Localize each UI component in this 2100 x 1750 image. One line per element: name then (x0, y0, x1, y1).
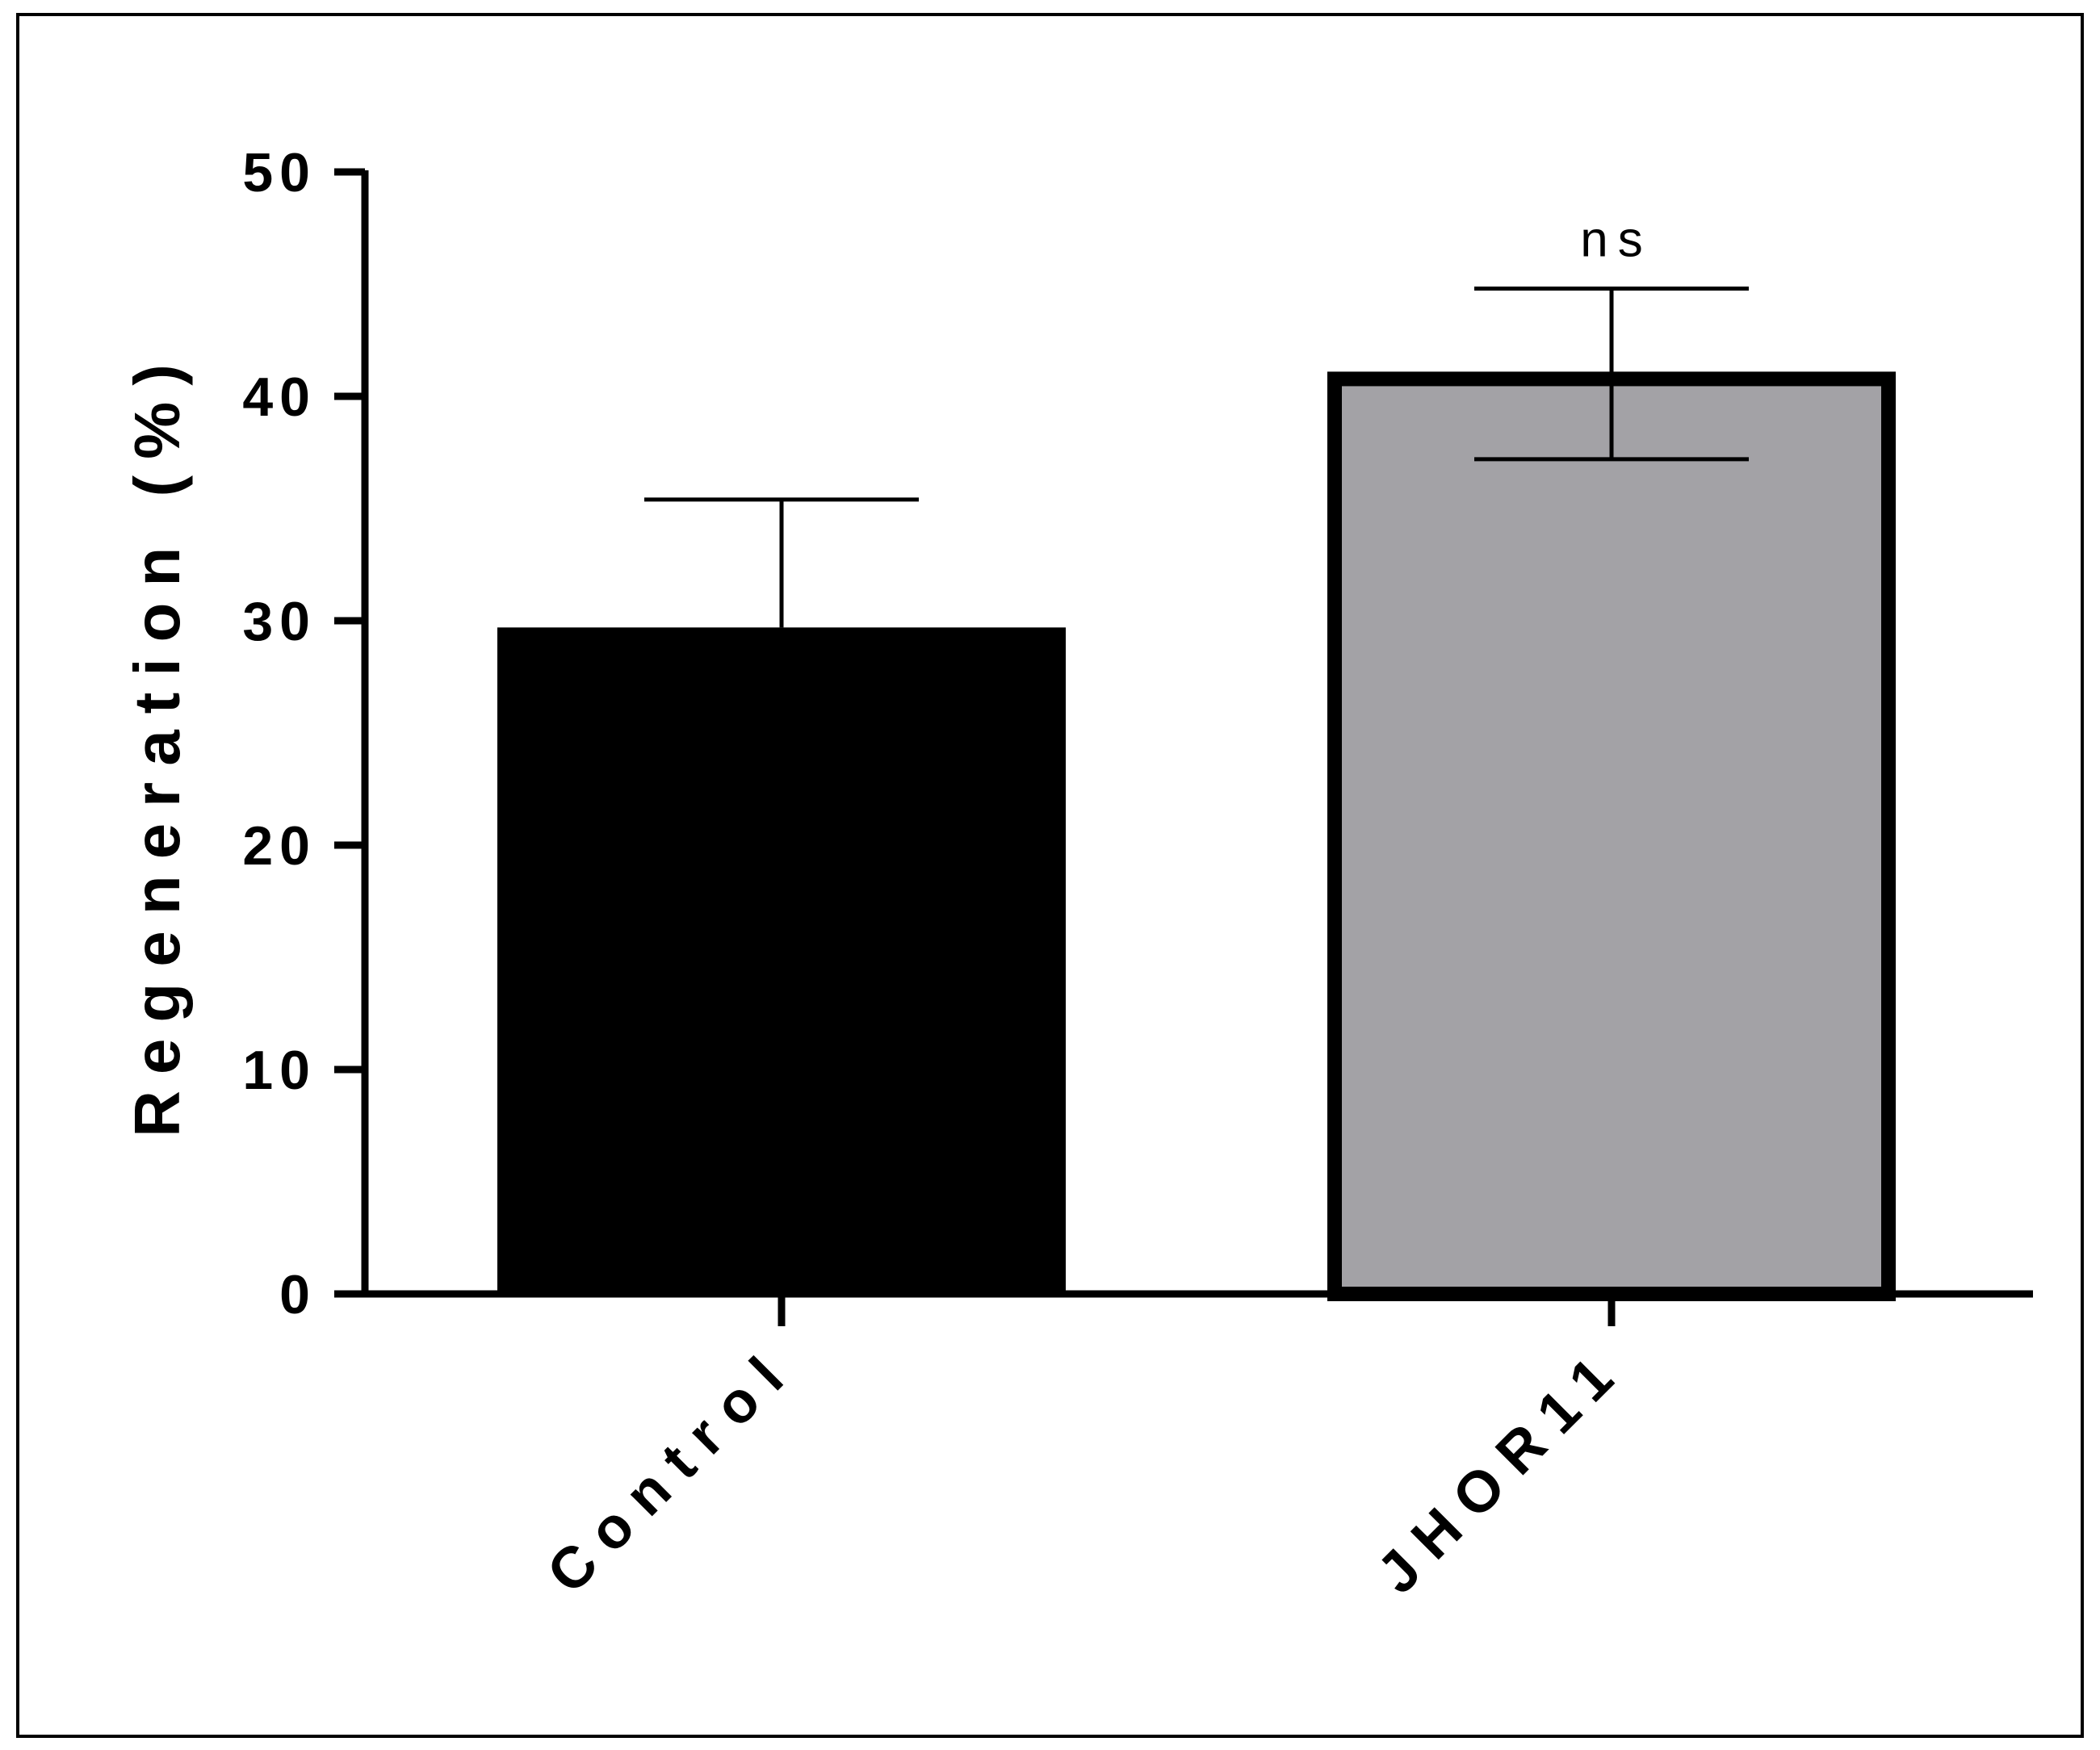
error-bars (644, 287, 1749, 628)
x-axis-labels: Control JHOR11 (535, 1334, 1637, 1606)
error-bar-control (644, 497, 919, 628)
bar-control (497, 627, 1066, 1294)
bar-jhor11 (1327, 371, 1896, 1301)
bars (497, 371, 1896, 1301)
x-tick-label-jhor11: JHOR11 (1365, 1334, 1637, 1606)
y-tick-label-0: 0 (279, 1264, 316, 1325)
significance-label-jhor11: ns (1580, 212, 1652, 268)
y-tick-label-20: 20 (242, 815, 316, 877)
y-tick-label-40: 40 (242, 366, 316, 428)
annotations: ns (1580, 212, 1652, 268)
y-tick-label-10: 10 (242, 1040, 316, 1101)
y-tick-label-50: 50 (242, 142, 316, 203)
axes (334, 170, 2033, 1326)
y-axis-title: Regeneration (%) (121, 348, 193, 1137)
y-axis-ticks: 0 10 20 30 40 50 (242, 142, 365, 1325)
error-bar-jhor11 (1474, 287, 1749, 462)
y-tick-label-30: 30 (242, 591, 316, 652)
x-tick-label-control: Control (535, 1334, 807, 1606)
